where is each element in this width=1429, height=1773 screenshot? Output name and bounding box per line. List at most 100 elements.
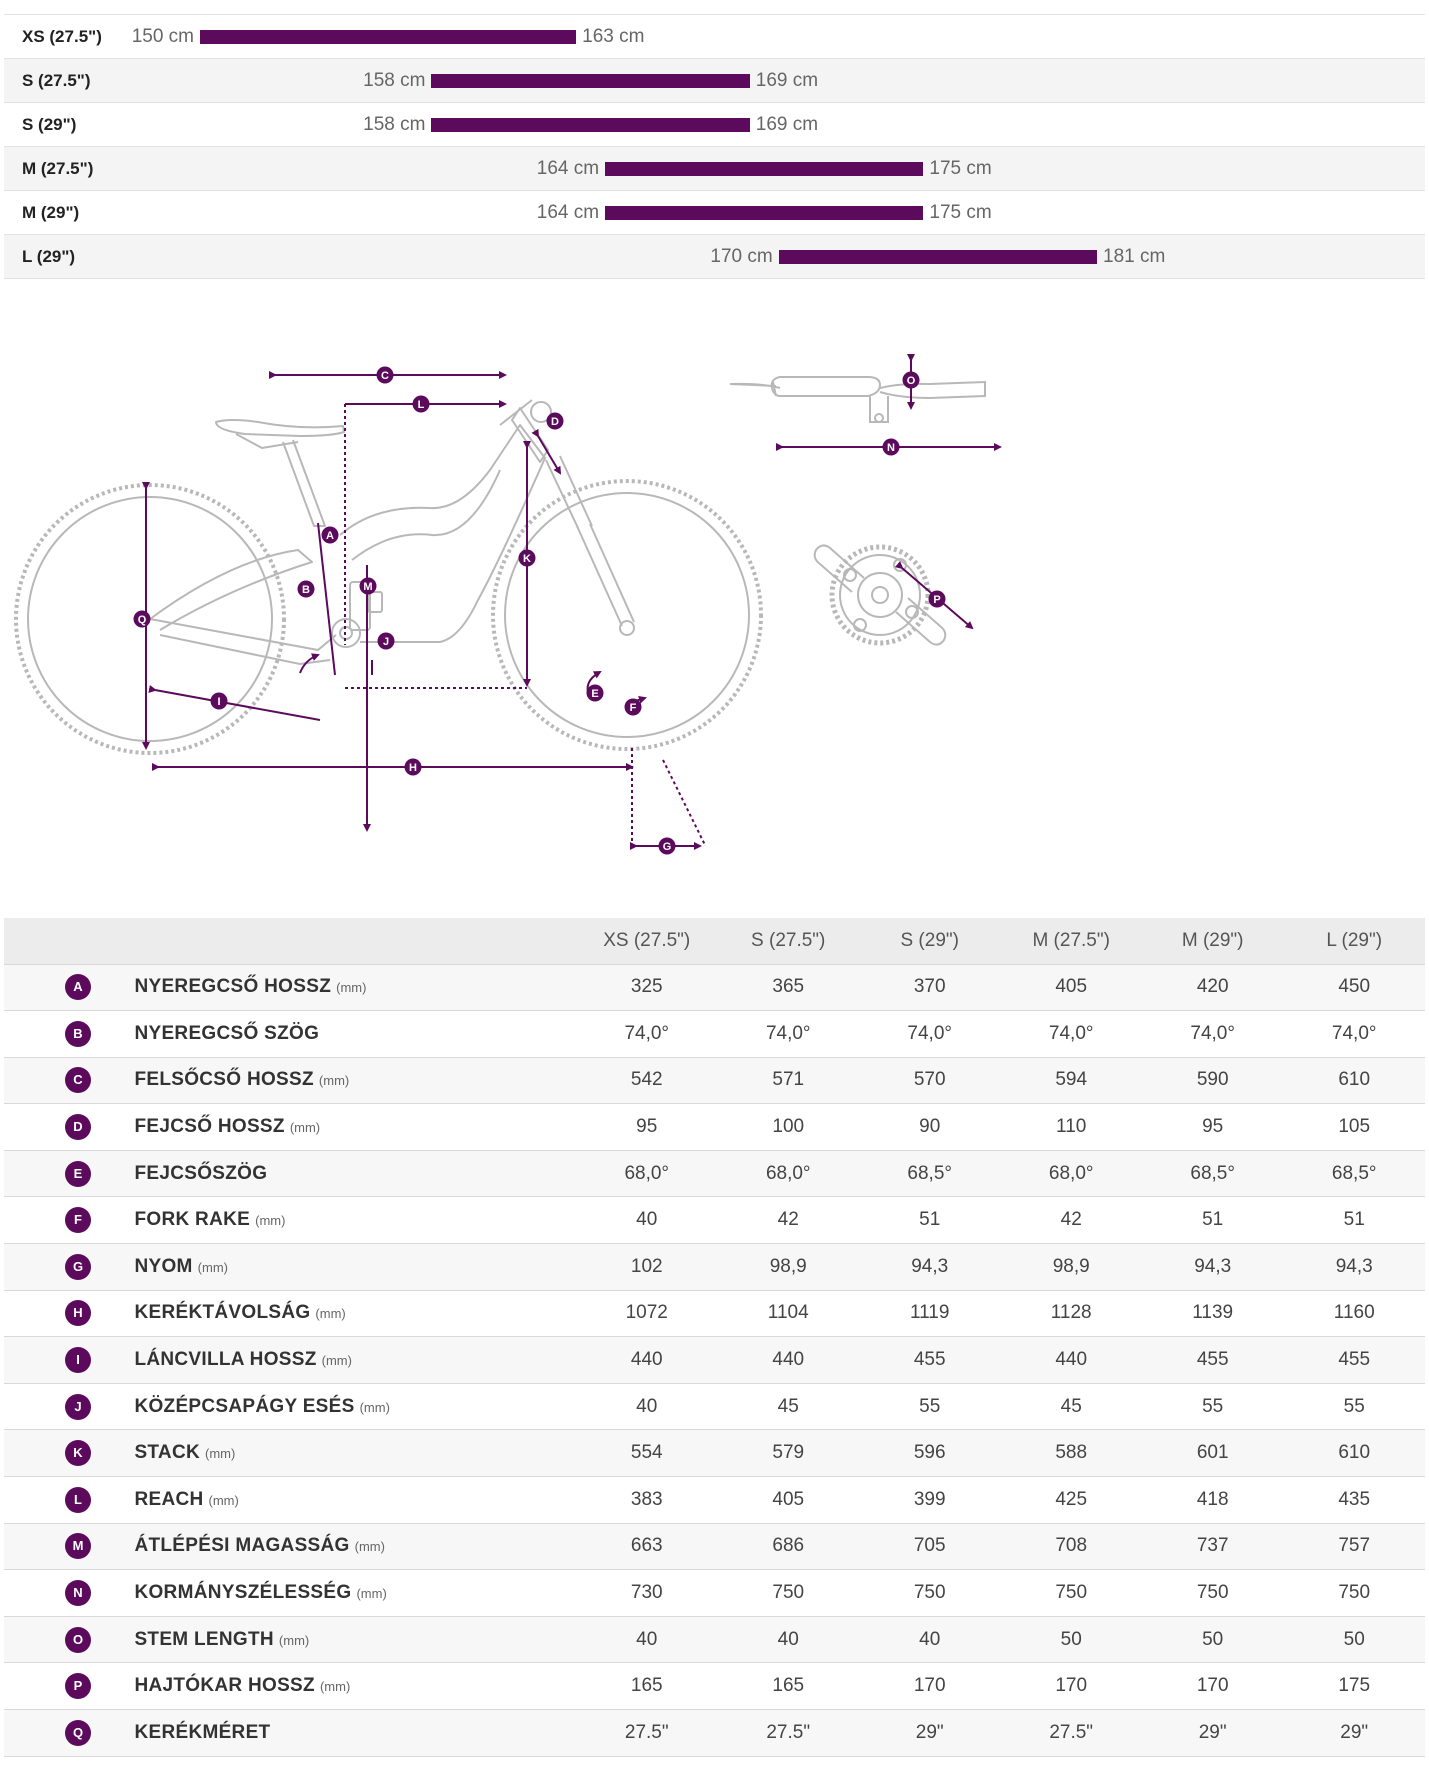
- geometry-value: 40: [919, 1628, 941, 1650]
- geometry-value: 50: [1060, 1628, 1082, 1650]
- size-range-row: L (29") 170 cm 181 cm: [4, 234, 1425, 279]
- geometry-value: 405: [1055, 976, 1088, 998]
- geometry-value: 399: [913, 1488, 946, 1510]
- parameter-name-cell: STACK (mm): [134, 1430, 576, 1477]
- parameter-unit: (mm): [278, 1632, 310, 1648]
- row-badge-cell: N: [4, 1570, 134, 1617]
- geometry-value: 55: [919, 1395, 941, 1417]
- geometry-row: A NYEREGCSŐ HOSSZ (mm) 325 365 370 405 420 450: [4, 964, 1425, 1011]
- size-header: M (27.5"): [1032, 929, 1110, 951]
- max-height-label: 169 cm: [755, 114, 819, 135]
- geometry-value: 100: [772, 1116, 805, 1138]
- parameter-unit: (mm): [354, 1539, 385, 1555]
- dimension-badge: C: [65, 1067, 91, 1094]
- geometry-row: H KERÉKTÁVOLSÁG (mm) 1072 1104 1119 1128 1139 11…: [4, 1290, 1425, 1337]
- geometry-header-row: XS (27.5") S (27.5") S (29") M (27.5") M…: [4, 918, 1425, 964]
- geometry-value: 27.5": [624, 1721, 669, 1743]
- row-badge-cell: G: [4, 1244, 134, 1291]
- row-badge-cell: E: [4, 1150, 134, 1197]
- row-badge-cell: C: [4, 1057, 134, 1104]
- geometry-value: 102: [630, 1255, 663, 1277]
- geometry-value: 370: [913, 976, 946, 998]
- geometry-value: 325: [630, 976, 663, 998]
- geometry-row: F FORK RAKE (mm) 40 42 51 42 51 51: [4, 1196, 1425, 1244]
- geometry-value: 170: [1196, 1675, 1229, 1697]
- rider-height-ranges: XS (27.5") 150 cm 163 cm S (27.5") 158 cm 169…: [4, 14, 1425, 279]
- parameter-name: KÖZÉPCSAPÁGY ESÉS: [134, 1395, 355, 1417]
- dimension-badge: N: [65, 1580, 91, 1607]
- parameter-unit: (mm): [197, 1259, 228, 1275]
- height-range-bar: [431, 118, 750, 132]
- parameter-name: STEM LENGTH: [134, 1628, 274, 1650]
- geometry-value: 1139: [1192, 1302, 1234, 1324]
- parameter-name-cell: NYOM (mm): [134, 1244, 576, 1291]
- max-height-label: 181 cm: [1103, 246, 1166, 267]
- geometry-value: 165: [630, 1675, 663, 1697]
- size-range-row: S (29") 158 cm 169 cm: [4, 102, 1425, 146]
- dimension-marker-label: K: [523, 553, 531, 565]
- geometry-value: 686: [772, 1535, 805, 1557]
- geometry-value: 601: [1196, 1442, 1229, 1464]
- row-badge-cell: O: [4, 1616, 134, 1663]
- size-label: M (27.5"): [22, 159, 94, 178]
- dimension-marker-label: F: [630, 702, 637, 714]
- geometry-value: 74,0°: [907, 1022, 952, 1044]
- geometry-value: 383: [630, 1488, 663, 1510]
- dimension-marker-g: G: [658, 837, 676, 855]
- geometry-value: 440: [630, 1349, 663, 1371]
- geometry-value: 405: [772, 1488, 805, 1510]
- dimension-badge: A: [65, 974, 91, 1001]
- parameter-name-cell: NYEREGCSŐ HOSSZ (mm): [134, 964, 576, 1011]
- dimension-badge: B: [65, 1020, 91, 1047]
- geometry-value: 74,0°: [1190, 1022, 1235, 1044]
- parameter-name: NYEREGCSŐ HOSSZ: [134, 976, 332, 998]
- dimension-marker-o: O: [902, 371, 920, 389]
- parameter-unit: (mm): [318, 1073, 350, 1089]
- size-label: S (29"): [22, 115, 77, 134]
- bike-frame: [149, 399, 635, 665]
- size-range-row: M (27.5") 164 cm 175 cm: [4, 146, 1425, 190]
- parameter-name-cell: FORK RAKE (mm): [134, 1197, 576, 1244]
- row-badge-cell: I: [4, 1337, 134, 1384]
- dimension-marker-label: Q: [138, 614, 147, 626]
- parameter-unit: (mm): [255, 1213, 286, 1229]
- dimension-badge: F: [65, 1207, 91, 1234]
- size-range-row: M (29") 164 cm 175 cm: [4, 190, 1425, 234]
- dimension-marker-label: I: [217, 696, 220, 708]
- geometry-row: M ÁTLÉPÉSI MAGASSÁG (mm) 663 686 705 708 737 757: [4, 1523, 1425, 1570]
- dimension-marker-n: N: [882, 438, 900, 456]
- dimension-marker-c: C: [376, 366, 394, 384]
- dimension-badge: Q: [65, 1719, 91, 1746]
- geometry-value: 570: [913, 1069, 946, 1091]
- geometry-row: C FELSŐCSŐ HOSSZ (mm) 542 571 570 594 590 610: [4, 1057, 1425, 1104]
- geometry-value: 450: [1338, 976, 1371, 998]
- size-header: XS (27.5"): [603, 929, 691, 951]
- parameter-name: NYOM: [134, 1255, 193, 1277]
- geometry-value: 579: [772, 1442, 805, 1464]
- parameter-name-cell: KERÉKTÁVOLSÁG (mm): [134, 1290, 576, 1337]
- geometry-value: 40: [636, 1395, 658, 1417]
- parameter-unit: (mm): [336, 980, 367, 996]
- geometry-value: 27.5": [1049, 1721, 1094, 1743]
- geometry-value: 594: [1055, 1069, 1088, 1091]
- geometry-value: 420: [1196, 976, 1229, 998]
- parameter-unit: (mm): [315, 1306, 346, 1322]
- dimension-marker-label: O: [907, 375, 916, 387]
- dimension-badge: D: [65, 1114, 91, 1141]
- geometry-value: 45: [1060, 1395, 1082, 1417]
- dimension-marker-label: B: [302, 584, 310, 596]
- geometry-value: 29": [1198, 1721, 1227, 1743]
- geometry-value: 98,9: [1052, 1255, 1090, 1277]
- geometry-value: 542: [630, 1069, 663, 1091]
- size-header: L (29"): [1326, 929, 1383, 951]
- parameter-unit: (mm): [359, 1399, 390, 1415]
- geometry-value: 750: [772, 1582, 805, 1604]
- height-range-bar: [431, 74, 750, 88]
- geometry-value: 170: [1055, 1675, 1088, 1697]
- parameter-name: HAJTÓKAR HOSSZ: [134, 1675, 315, 1697]
- geometry-value: 750: [1055, 1582, 1088, 1604]
- geometry-value: 42: [777, 1209, 799, 1231]
- parameter-name: REACH: [134, 1488, 204, 1510]
- row-badge-cell: B: [4, 1011, 134, 1058]
- parameter-name: FEJCSŐSZÖG: [134, 1162, 268, 1184]
